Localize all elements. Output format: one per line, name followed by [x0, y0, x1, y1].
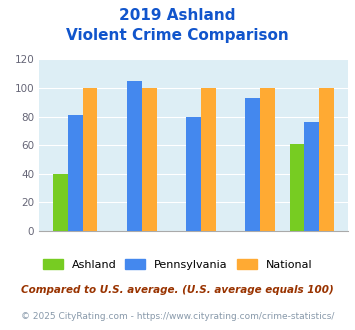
Bar: [201, 88, 215, 231]
Bar: [260, 88, 275, 231]
Text: 2019 Ashland: 2019 Ashland: [119, 8, 236, 23]
Bar: [290, 144, 304, 231]
Bar: [53, 174, 68, 231]
Text: © 2025 CityRating.com - https://www.cityrating.com/crime-statistics/: © 2025 CityRating.com - https://www.city…: [21, 312, 334, 321]
Bar: [186, 116, 201, 231]
Bar: [319, 88, 334, 231]
Bar: [245, 98, 260, 231]
Bar: [304, 122, 319, 231]
Legend: Ashland, Pennsylvania, National: Ashland, Pennsylvania, National: [38, 255, 317, 274]
Text: Violent Crime Comparison: Violent Crime Comparison: [66, 28, 289, 43]
Bar: [127, 81, 142, 231]
Bar: [68, 115, 83, 231]
Bar: [142, 88, 157, 231]
Text: Compared to U.S. average. (U.S. average equals 100): Compared to U.S. average. (U.S. average …: [21, 285, 334, 295]
Bar: [83, 88, 97, 231]
